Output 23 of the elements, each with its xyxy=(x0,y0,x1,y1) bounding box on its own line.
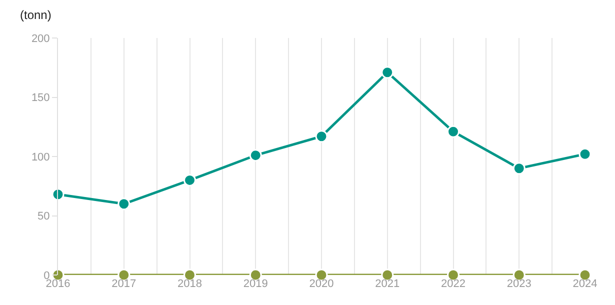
y-axis-title: (tonn) xyxy=(20,8,52,22)
x-tick-label: 2024 xyxy=(572,278,598,290)
y-tick-label: 200 xyxy=(31,32,50,45)
point xyxy=(578,148,592,160)
point xyxy=(184,174,196,186)
x-tick-label: 2016 xyxy=(46,278,70,290)
y-tick-label: 50 xyxy=(38,210,50,223)
point xyxy=(249,149,262,162)
x-tick-label: 2019 xyxy=(243,278,268,290)
point xyxy=(52,188,64,201)
point xyxy=(315,130,328,143)
x-tick-label: 2021 xyxy=(375,278,400,290)
point xyxy=(447,125,460,138)
point xyxy=(381,66,394,79)
x-tick-label: 2023 xyxy=(506,278,532,290)
point xyxy=(118,198,130,210)
x-tick-label: 2018 xyxy=(178,278,202,290)
point xyxy=(512,162,526,175)
y-tick-label: 100 xyxy=(31,151,50,164)
x-tick-label: 2020 xyxy=(309,278,334,290)
x-tick-label: 2017 xyxy=(112,278,136,290)
x-tick-label: 2022 xyxy=(441,278,466,290)
y-tick-label: 150 xyxy=(31,92,50,104)
